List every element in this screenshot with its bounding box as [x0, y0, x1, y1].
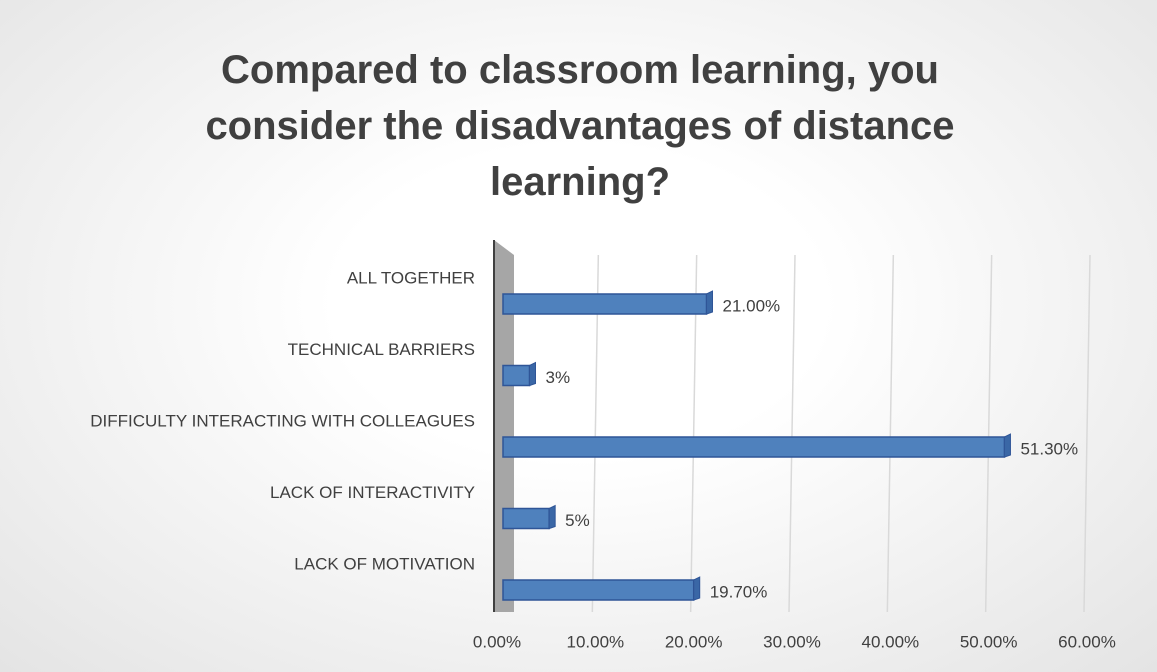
- grid-line: [788, 254, 796, 613]
- x-tick-label: 20.00%: [665, 632, 723, 651]
- x-tick-label: 50.00%: [960, 632, 1018, 651]
- data-label: 19.70%: [710, 582, 768, 601]
- data-label: 5%: [565, 511, 590, 530]
- grid-line: [886, 254, 895, 613]
- grid-line: [1083, 254, 1091, 613]
- bar: [502, 293, 708, 315]
- data-label: 51.30%: [1020, 439, 1078, 458]
- data-label: 21.00%: [723, 296, 781, 315]
- bar: [502, 579, 695, 601]
- y-tick-label: DIFFICULTY INTERACTING WITH COLLEAGUES: [90, 411, 475, 430]
- chart-title: Compared to classroom learning, you cons…: [205, 48, 955, 204]
- bar-end: [1003, 433, 1011, 458]
- x-tick-label: 60.00%: [1058, 632, 1116, 651]
- bar-end: [706, 290, 713, 315]
- bar-end: [529, 361, 536, 387]
- data-label: 3%: [546, 368, 571, 387]
- grid-line: [984, 254, 993, 613]
- x-tick-label: 0.00%: [473, 632, 521, 651]
- x-tick-label: 10.00%: [566, 632, 624, 651]
- bar: [502, 364, 531, 387]
- bar: [502, 436, 1006, 458]
- bar-end: [693, 576, 701, 601]
- x-tick-label: 30.00%: [763, 632, 821, 651]
- x-tick-label: 40.00%: [861, 632, 919, 651]
- bar-end: [548, 504, 556, 530]
- y-tick-label: TECHNICAL BARRIERS: [288, 340, 475, 359]
- bar: [502, 507, 550, 530]
- y-tick-label: ALL TOGETHER: [347, 268, 475, 287]
- y-tick-label: LACK OF MOTIVATION: [294, 554, 475, 573]
- y-tick-label: LACK OF INTERACTIVITY: [270, 483, 475, 502]
